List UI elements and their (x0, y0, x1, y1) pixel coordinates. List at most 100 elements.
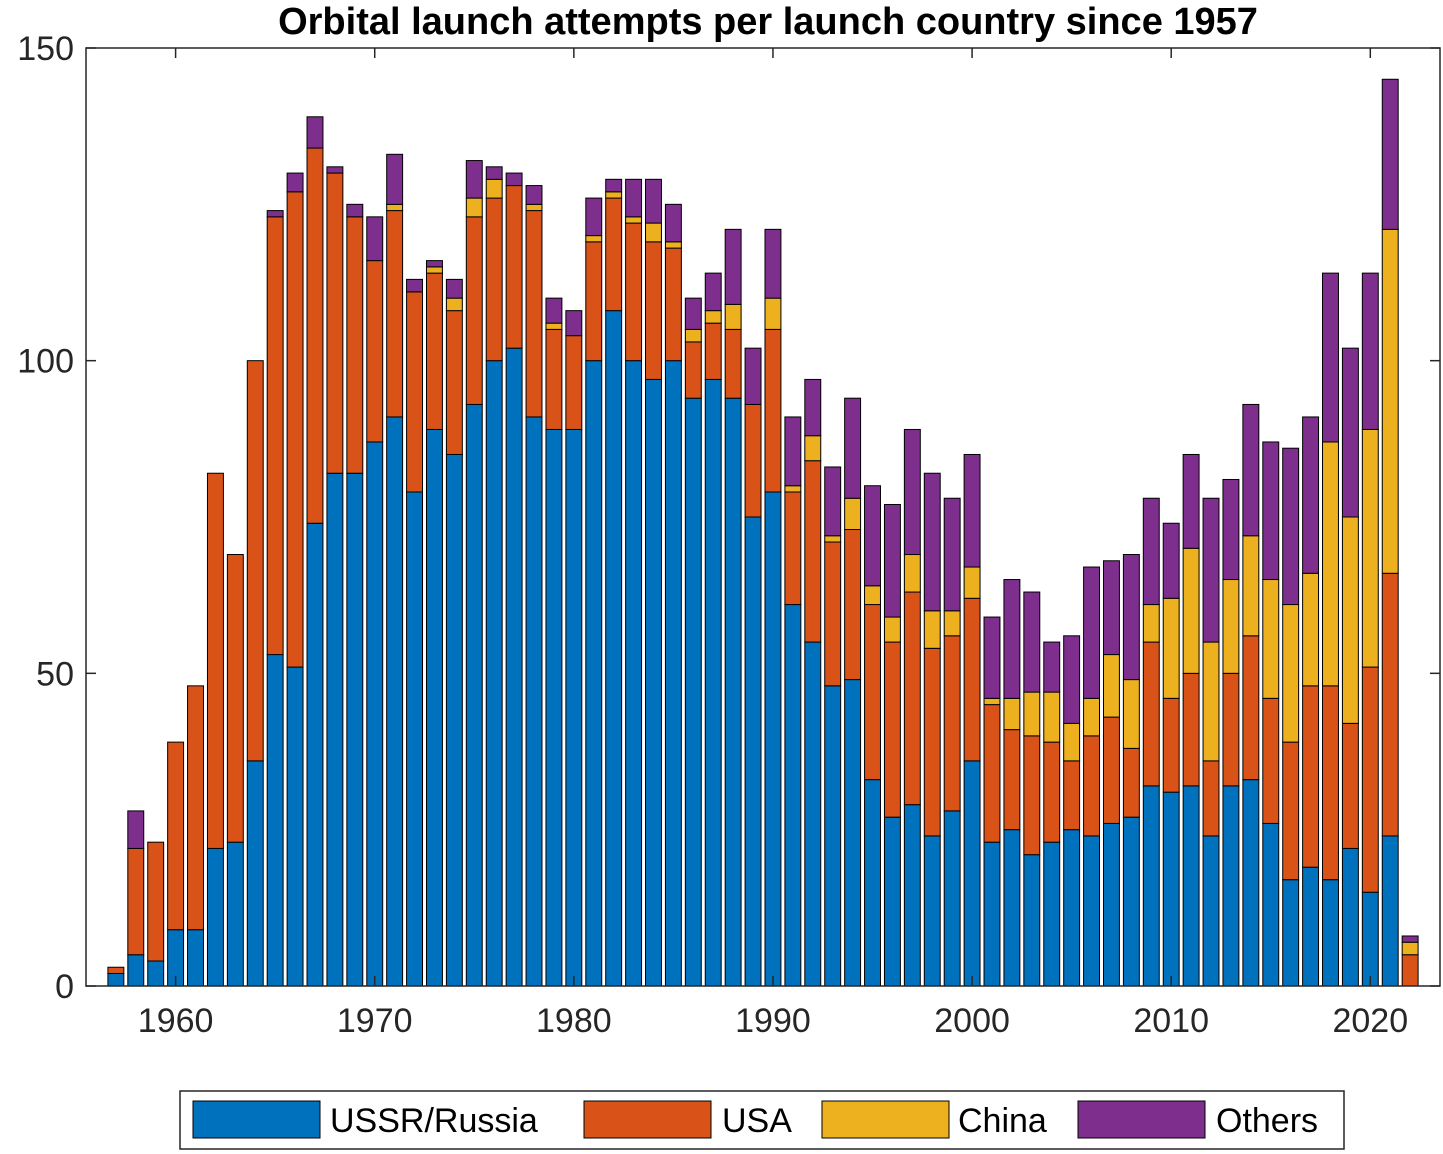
bar-ussr-russia-1977 (505, 347, 523, 987)
bar-usa-1978 (525, 210, 543, 418)
bar-usa-1968 (326, 172, 344, 474)
bar-others-1968 (326, 166, 344, 174)
bar-ussr-russia-1970 (366, 441, 384, 987)
bar-others-1973 (425, 260, 443, 268)
bar-others-1982 (605, 178, 623, 193)
bar-ussr-russia-1999 (943, 810, 961, 987)
bar-usa-1992 (804, 460, 822, 643)
bar-usa-1998 (923, 647, 941, 837)
bar-china-2004 (1043, 691, 1061, 743)
bar-china-1973 (425, 266, 443, 274)
bar-others-1988 (724, 228, 742, 305)
legend-swatch-china (821, 1100, 950, 1139)
bar-others-1976 (485, 166, 503, 180)
bar-usa-2007 (1102, 716, 1120, 824)
bar-ussr-russia-2009 (1142, 785, 1160, 987)
bar-ussr-russia-1964 (246, 760, 264, 987)
bar-china-1983 (625, 216, 643, 224)
bar-others-1977 (505, 172, 523, 187)
bar-china-2011 (1182, 547, 1200, 674)
bar-china-2016 (1282, 604, 1300, 743)
bar-ussr-russia-2012 (1202, 835, 1220, 987)
bar-ussr-russia-1965 (266, 654, 284, 987)
bar-others-2014 (1242, 403, 1260, 537)
bar-usa-1960 (167, 741, 185, 931)
bar-china-1981 (585, 235, 603, 243)
bar-usa-1988 (724, 328, 742, 399)
bar-others-1958 (127, 810, 145, 849)
bar-china-2003 (1023, 691, 1041, 737)
bar-ussr-russia-1961 (187, 929, 204, 987)
bar-ussr-russia-1997 (903, 804, 921, 987)
bar-usa-1974 (445, 310, 463, 455)
bar-ussr-russia-1982 (605, 310, 623, 987)
bar-china-2001 (983, 697, 1001, 706)
bar-usa-1979 (545, 328, 563, 430)
bar-usa-2003 (1023, 735, 1041, 856)
x-tick-label-1960: 1960 (138, 1002, 214, 1040)
bar-others-1987 (704, 272, 722, 312)
bar-ussr-russia-1987 (704, 378, 722, 987)
bar-ussr-russia-1996 (883, 816, 901, 987)
bar-china-2007 (1102, 654, 1120, 718)
bar-china-1978 (525, 203, 543, 212)
legend-label-others: Others (1216, 1102, 1318, 1140)
bar-usa-1986 (684, 341, 702, 399)
bar-others-2021 (1381, 78, 1399, 230)
bar-china-1986 (684, 328, 702, 343)
bar-china-1994 (844, 497, 862, 531)
bar-others-1991 (784, 416, 802, 487)
bar-others-1997 (903, 428, 921, 556)
bar-china-2008 (1122, 679, 1140, 749)
bar-others-1996 (883, 503, 901, 618)
bar-others-2000 (963, 453, 981, 568)
bar-ussr-russia-1990 (764, 491, 782, 987)
bar-ussr-russia-1979 (545, 428, 563, 987)
bar-ussr-russia-1975 (465, 403, 483, 987)
y-tick-label-0: 0 (55, 968, 74, 1006)
x-tick-label-2010: 2010 (1133, 1002, 1209, 1040)
bar-usa-1969 (346, 216, 364, 474)
bar-ussr-russia-2018 (1322, 879, 1339, 987)
bar-others-2015 (1262, 441, 1280, 581)
legend-label-usa: USA (722, 1102, 792, 1140)
bar-others-1980 (565, 310, 583, 337)
bar-others-1965 (266, 210, 284, 218)
bar-others-1995 (864, 485, 881, 587)
bar-usa-2000 (963, 597, 981, 762)
bar-china-1985 (664, 241, 682, 249)
bar-others-1983 (625, 178, 643, 218)
bar-ussr-russia-2016 (1282, 879, 1300, 987)
bar-ussr-russia-1963 (226, 841, 244, 987)
bar-china-1982 (605, 191, 623, 199)
bar-usa-2022 (1401, 954, 1419, 987)
bar-ussr-russia-2008 (1122, 816, 1140, 987)
bar-usa-1957 (107, 966, 125, 974)
bar-ussr-russia-2006 (1083, 835, 1101, 987)
bar-ussr-russia-2010 (1162, 791, 1180, 987)
bar-ussr-russia-1966 (286, 666, 304, 987)
bar-usa-2013 (1222, 672, 1240, 787)
bar-others-2006 (1083, 566, 1101, 699)
bar-ussr-russia-1968 (326, 472, 344, 987)
bar-others-1994 (844, 397, 862, 499)
bar-usa-1958 (127, 847, 145, 956)
bar-usa-1997 (903, 591, 921, 806)
bar-china-1999 (943, 610, 961, 637)
legend-label-china: China (958, 1102, 1047, 1140)
bar-usa-1970 (366, 260, 384, 443)
bar-usa-2019 (1341, 722, 1359, 849)
bar-others-1992 (804, 378, 822, 437)
bar-china-2002 (1003, 697, 1021, 731)
bar-usa-1994 (844, 529, 862, 681)
bar-ussr-russia-2005 (1063, 829, 1081, 987)
bar-ussr-russia-1994 (844, 679, 862, 987)
x-tick-label-2020: 2020 (1332, 1002, 1408, 1040)
bar-others-2016 (1282, 447, 1300, 606)
bar-china-1984 (645, 222, 662, 243)
bar-china-2010 (1162, 597, 1180, 699)
bar-usa-1959 (147, 841, 165, 962)
bar-usa-1982 (605, 197, 623, 312)
